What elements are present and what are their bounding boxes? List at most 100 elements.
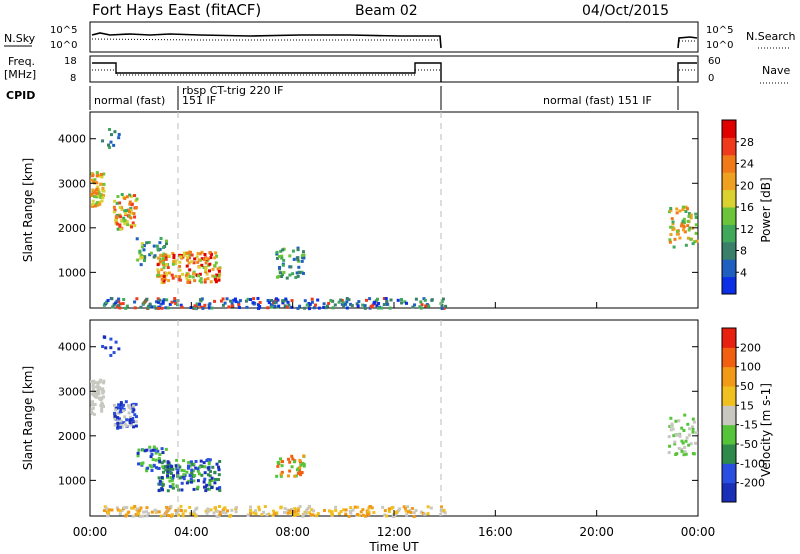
echo-cell [147, 240, 151, 244]
ytick-label: 2000 [58, 222, 86, 235]
echo-cell [681, 220, 685, 224]
echo-cell [287, 303, 291, 307]
echo-cell [383, 513, 387, 517]
echo-cell [156, 247, 160, 251]
nsearch-tick-bottom: 10^0 [706, 40, 733, 51]
echo-cell [122, 421, 126, 425]
echo-cell [675, 452, 679, 456]
echo-cell [135, 507, 139, 511]
echo-cell [186, 255, 190, 259]
echo-cell [185, 264, 189, 268]
echo-cell [390, 506, 394, 510]
echo-cell [237, 301, 241, 305]
echo-cell [100, 402, 104, 406]
echo-cell [254, 512, 258, 516]
echo-cell [152, 255, 156, 259]
echo-cell [193, 474, 197, 478]
echo-cell [166, 513, 170, 517]
echo-cell [112, 210, 116, 214]
echo-cell [349, 511, 353, 515]
colorbar-swatch [722, 463, 736, 484]
echo-cell [281, 299, 285, 303]
nsky-tick-bottom: 10^0 [50, 40, 77, 51]
xtick-label: 20:00 [579, 525, 614, 539]
echo-cell [171, 251, 175, 255]
echo-cell [197, 274, 201, 278]
echo-cell [357, 513, 361, 517]
echo-cell [166, 469, 170, 473]
echo-cell [141, 514, 145, 518]
echo-cell [92, 194, 96, 198]
echo-cell [300, 471, 304, 475]
echo-cell [295, 468, 299, 472]
echo-cell [373, 300, 377, 304]
echo-cell [383, 509, 387, 513]
echo-cell [169, 476, 173, 480]
echo-cell [128, 421, 132, 425]
echo-cell [126, 404, 130, 408]
colorbar-swatch [722, 276, 736, 295]
echo-cell [171, 276, 175, 280]
echo-cell [343, 302, 347, 306]
echo-cell [160, 268, 164, 272]
echo-cell [217, 473, 221, 477]
echo-cell [290, 299, 294, 303]
echo-cell [108, 127, 112, 131]
echo-cell [278, 265, 282, 269]
echo-cell [158, 298, 162, 302]
echo-cell [669, 428, 673, 432]
echo-cell [230, 304, 234, 308]
echo-cell [408, 508, 412, 512]
echo-cell [142, 244, 146, 248]
echo-cell [395, 510, 399, 514]
echo-cell [291, 272, 295, 276]
echo-cell [282, 299, 286, 303]
echo-cell [298, 471, 302, 475]
echo-cell [130, 203, 134, 207]
echo-cell [182, 473, 186, 477]
echo-cell [310, 297, 314, 301]
echo-cell [275, 250, 279, 254]
echo-cell [297, 265, 301, 269]
echo-cell [91, 384, 95, 388]
echo-cell [90, 407, 94, 411]
echo-cell [192, 479, 196, 483]
echo-cell [368, 297, 372, 301]
echo-cell [124, 208, 128, 212]
time-axis: 00:00 04:00 08:00 12:00 16:00 20:00 00:00 [73, 302, 715, 539]
echo-cell [107, 145, 111, 149]
echo-cell [283, 304, 287, 308]
echo-cell [101, 139, 105, 143]
echo-cell [131, 417, 135, 421]
echo-cell [91, 406, 95, 410]
echo-cell [694, 212, 698, 216]
echo-cell [155, 509, 159, 513]
echo-cell [102, 379, 106, 383]
echo-cell [280, 464, 284, 468]
echo-cell [329, 298, 333, 302]
echo-cell [203, 280, 207, 284]
echo-cell [207, 509, 211, 513]
echo-cell [156, 256, 160, 260]
freq-tick-top: 18 [64, 56, 77, 67]
echo-cell [116, 195, 120, 199]
colorbar-swatch [722, 154, 736, 173]
echo-cell [327, 509, 331, 513]
echo-cell [307, 305, 311, 309]
echo-cell [293, 507, 297, 511]
echo-cell [132, 404, 136, 408]
echo-cell [348, 509, 352, 513]
echo-cell [182, 459, 186, 463]
echo-cell [118, 512, 122, 516]
echo-cell [133, 413, 137, 417]
echo-cell [426, 512, 430, 516]
echo-cell [164, 447, 168, 451]
echo-cell [113, 423, 117, 427]
echo-cell [127, 411, 131, 415]
echo-cell [135, 197, 139, 201]
echo-cell [279, 249, 283, 253]
echo-cell [204, 257, 208, 261]
echo-cell [687, 228, 691, 232]
ytick-label: 2000 [58, 430, 86, 443]
echo-cell [164, 468, 168, 472]
